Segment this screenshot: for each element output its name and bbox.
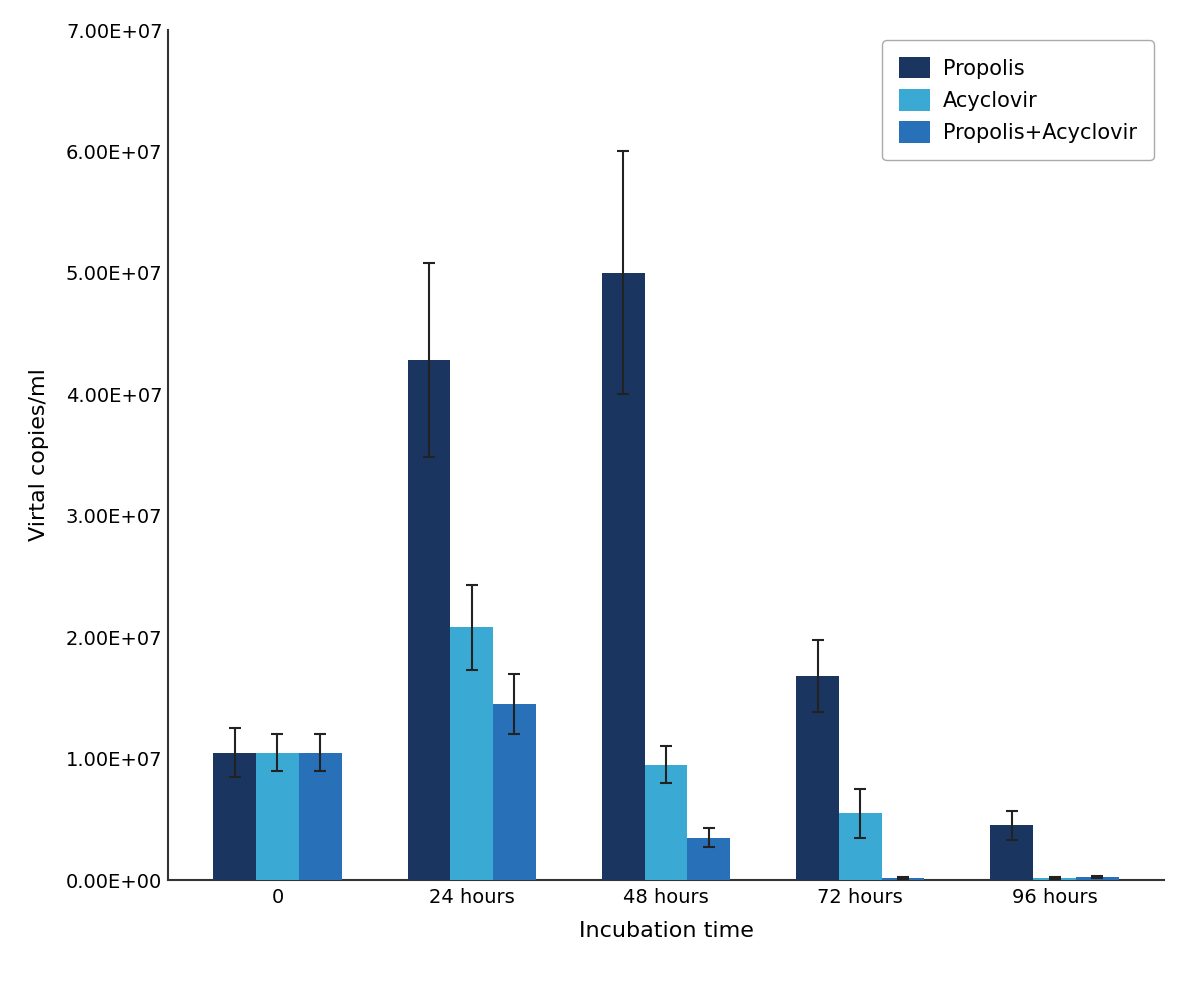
Y-axis label: Virtal copies/ml: Virtal copies/ml [29,369,49,541]
Bar [493,704,536,880]
Bar [299,752,342,880]
Bar [644,765,688,880]
Bar [1076,877,1118,880]
Bar [882,878,924,880]
Bar [688,838,730,880]
Bar [214,752,256,880]
Bar [839,813,882,880]
Legend: Propolis, Acyclovir, Propolis+Acyclovir: Propolis, Acyclovir, Propolis+Acyclovir [882,40,1153,160]
X-axis label: Incubation time: Incubation time [578,921,754,941]
Bar [796,676,839,880]
Bar [408,360,450,880]
Bar [1033,878,1076,880]
Bar [450,627,493,880]
Bar [990,825,1033,880]
Bar [256,752,299,880]
Bar [602,273,644,880]
